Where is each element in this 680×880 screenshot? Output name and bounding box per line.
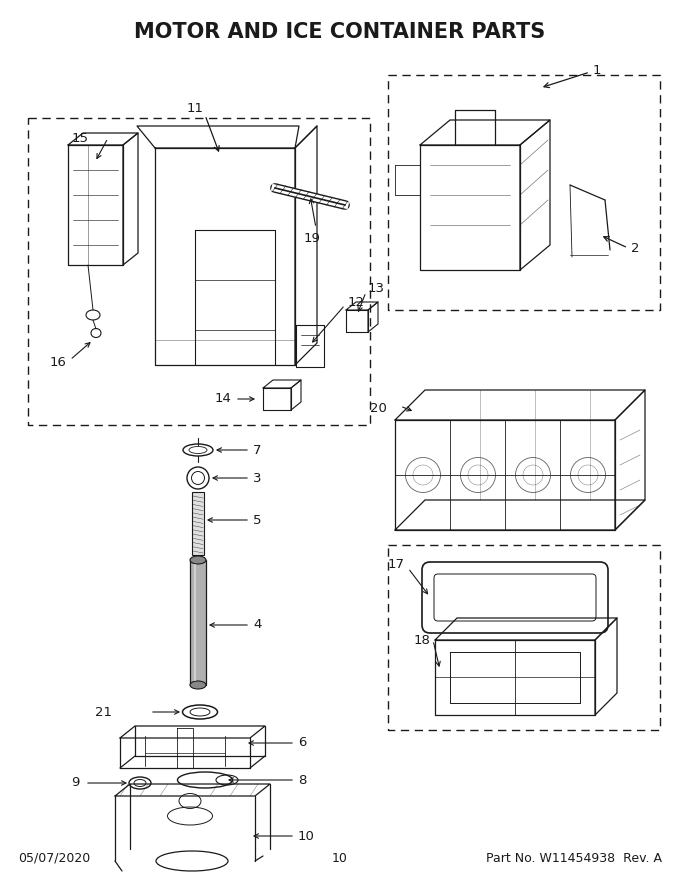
Text: MOTOR AND ICE CONTAINER PARTS: MOTOR AND ICE CONTAINER PARTS xyxy=(135,22,545,42)
Text: 5: 5 xyxy=(253,514,262,526)
Bar xyxy=(190,560,206,685)
Text: 3: 3 xyxy=(253,472,262,485)
Text: 7: 7 xyxy=(253,444,262,457)
Text: 9: 9 xyxy=(71,776,80,789)
Ellipse shape xyxy=(190,681,206,689)
Text: Part No. W11454938  Rev. A: Part No. W11454938 Rev. A xyxy=(486,852,662,864)
Text: 4: 4 xyxy=(253,619,261,632)
Text: 12: 12 xyxy=(348,296,365,309)
Text: 21: 21 xyxy=(95,706,112,718)
Ellipse shape xyxy=(190,556,206,564)
Text: 1: 1 xyxy=(593,63,602,77)
Text: 8: 8 xyxy=(298,774,307,787)
Text: 15: 15 xyxy=(71,131,88,144)
Text: 2: 2 xyxy=(631,241,639,254)
Text: 20: 20 xyxy=(370,401,387,414)
Text: 11: 11 xyxy=(186,101,203,114)
Text: 10: 10 xyxy=(332,852,348,864)
Text: 13: 13 xyxy=(368,282,385,295)
Text: 18: 18 xyxy=(413,634,430,647)
Text: 17: 17 xyxy=(388,559,405,571)
Text: 6: 6 xyxy=(298,737,307,750)
Bar xyxy=(192,492,204,555)
Text: 05/07/2020: 05/07/2020 xyxy=(18,852,90,864)
Text: 10: 10 xyxy=(298,830,315,842)
Text: 19: 19 xyxy=(303,231,320,245)
Text: 16: 16 xyxy=(49,356,66,370)
Text: 14: 14 xyxy=(214,392,231,406)
